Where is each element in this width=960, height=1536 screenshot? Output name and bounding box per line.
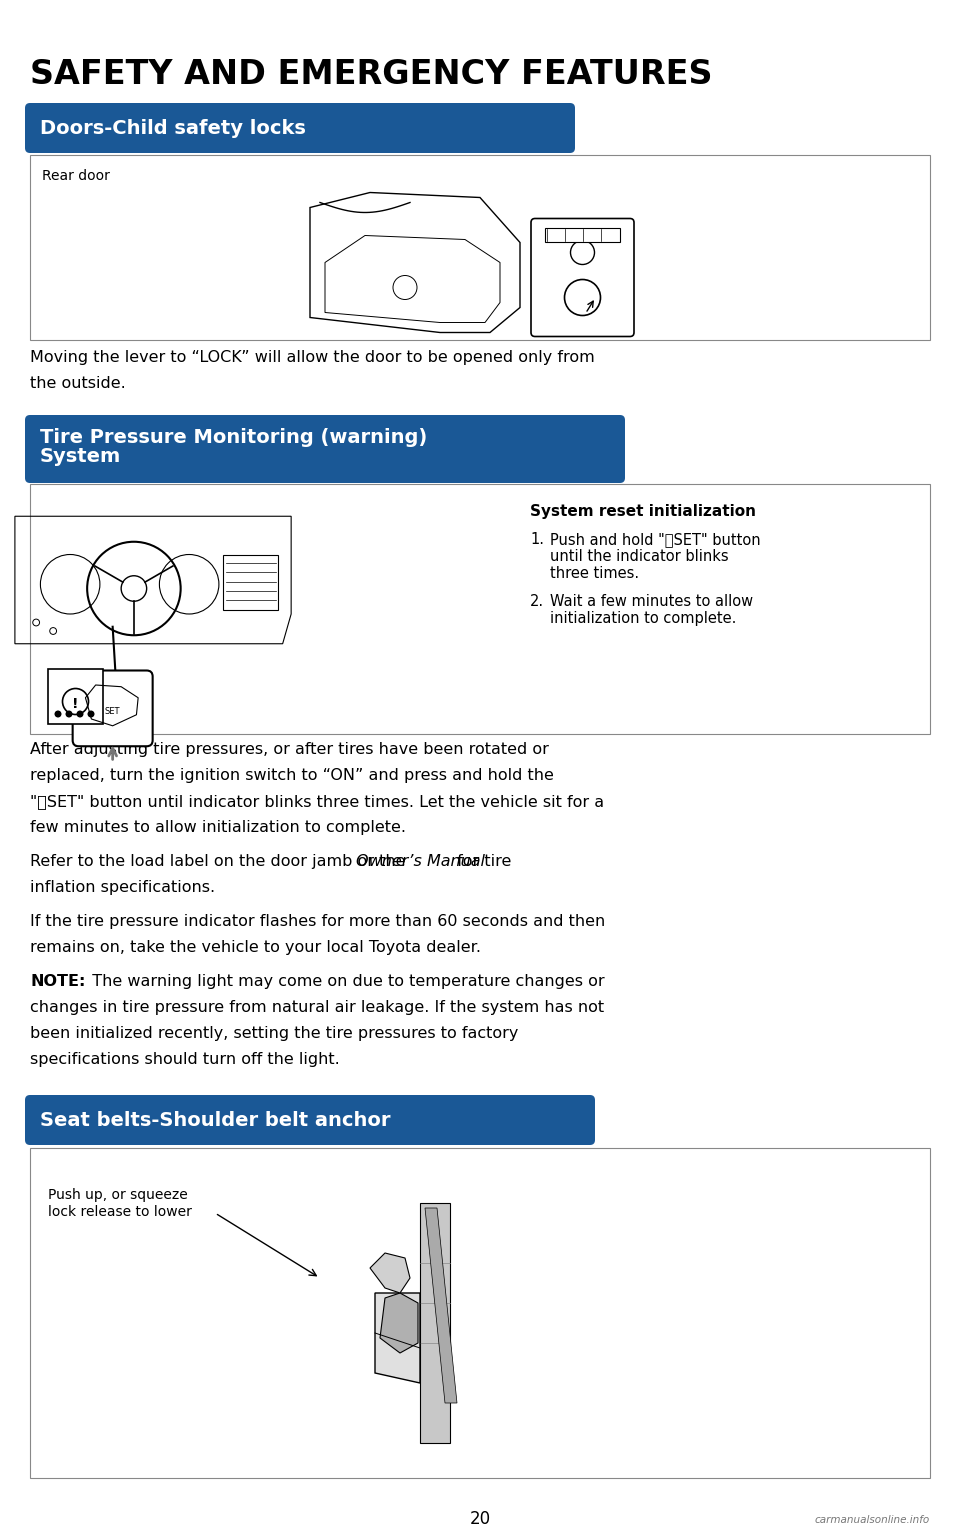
Text: Refer to the load label on the door jamb or the: Refer to the load label on the door jamb… xyxy=(30,854,411,869)
Text: replaced, turn the ignition switch to “ON” and press and hold the: replaced, turn the ignition switch to “O… xyxy=(30,768,554,783)
Bar xyxy=(30,484,930,734)
Bar xyxy=(30,155,930,339)
Text: Tire Pressure Monitoring (warning): Tire Pressure Monitoring (warning) xyxy=(40,429,427,447)
Text: If the tire pressure indicator flashes for more than 60 seconds and then: If the tire pressure indicator flashes f… xyxy=(30,914,605,929)
FancyBboxPatch shape xyxy=(25,415,625,482)
Text: Push and hold "ⓂSET" button: Push and hold "ⓂSET" button xyxy=(550,531,760,547)
Text: After adjusting tire pressures, or after tires have been rotated or: After adjusting tire pressures, or after… xyxy=(30,742,549,757)
Text: SET: SET xyxy=(105,707,120,716)
Text: 20: 20 xyxy=(469,1510,491,1528)
FancyBboxPatch shape xyxy=(25,103,575,154)
Text: NOTE:: NOTE: xyxy=(30,974,85,989)
Text: specifications should turn off the light.: specifications should turn off the light… xyxy=(30,1052,340,1068)
Bar xyxy=(223,554,278,610)
Text: Owner’s Manual: Owner’s Manual xyxy=(356,854,486,869)
Circle shape xyxy=(87,711,94,717)
Text: Rear door: Rear door xyxy=(42,169,109,183)
Text: System reset initialization: System reset initialization xyxy=(530,504,756,519)
Text: changes in tire pressure from natural air leakage. If the system has not: changes in tire pressure from natural ai… xyxy=(30,1000,604,1015)
Text: been initialized recently, setting the tire pressures to factory: been initialized recently, setting the t… xyxy=(30,1026,518,1041)
Bar xyxy=(30,1147,930,1478)
Text: remains on, take the vehicle to your local Toyota dealer.: remains on, take the vehicle to your loc… xyxy=(30,940,481,955)
Polygon shape xyxy=(380,1293,418,1353)
Text: !: ! xyxy=(72,696,79,711)
Circle shape xyxy=(77,711,84,717)
Text: carmanualsonline.info: carmanualsonline.info xyxy=(815,1514,930,1525)
Bar xyxy=(48,670,103,723)
Bar xyxy=(420,1203,450,1442)
Text: for tire: for tire xyxy=(451,854,511,869)
FancyBboxPatch shape xyxy=(73,671,153,746)
Text: initialization to complete.: initialization to complete. xyxy=(550,611,736,627)
Text: Moving the lever to “LOCK” will allow the door to be opened only from: Moving the lever to “LOCK” will allow th… xyxy=(30,350,595,366)
Circle shape xyxy=(65,711,73,717)
Polygon shape xyxy=(425,1207,457,1402)
Polygon shape xyxy=(375,1293,420,1382)
Text: Wait a few minutes to allow: Wait a few minutes to allow xyxy=(550,594,754,608)
Text: 2.: 2. xyxy=(530,594,544,608)
Circle shape xyxy=(55,711,61,717)
Bar xyxy=(545,227,620,241)
Text: Push up, or squeeze: Push up, or squeeze xyxy=(48,1187,188,1203)
Text: "ⓂSET" button until indicator blinks three times. Let the vehicle sit for a: "ⓂSET" button until indicator blinks thr… xyxy=(30,794,604,809)
Text: until the indicator blinks: until the indicator blinks xyxy=(550,548,729,564)
Text: Seat belts-Shoulder belt anchor: Seat belts-Shoulder belt anchor xyxy=(40,1111,391,1129)
Text: few minutes to allow initialization to complete.: few minutes to allow initialization to c… xyxy=(30,820,406,836)
Text: The warning light may come on due to temperature changes or: The warning light may come on due to tem… xyxy=(82,974,605,989)
Text: the outside.: the outside. xyxy=(30,376,126,392)
Text: System: System xyxy=(40,447,121,465)
Text: 1.: 1. xyxy=(530,531,544,547)
FancyBboxPatch shape xyxy=(531,218,634,336)
Text: Doors-Child safety locks: Doors-Child safety locks xyxy=(40,118,306,138)
FancyBboxPatch shape xyxy=(25,1095,595,1144)
Text: SAFETY AND EMERGENCY FEATURES: SAFETY AND EMERGENCY FEATURES xyxy=(30,58,712,91)
Polygon shape xyxy=(370,1253,410,1293)
Text: three times.: three times. xyxy=(550,565,639,581)
Text: lock release to lower: lock release to lower xyxy=(48,1206,192,1220)
Text: inflation specifications.: inflation specifications. xyxy=(30,880,215,895)
